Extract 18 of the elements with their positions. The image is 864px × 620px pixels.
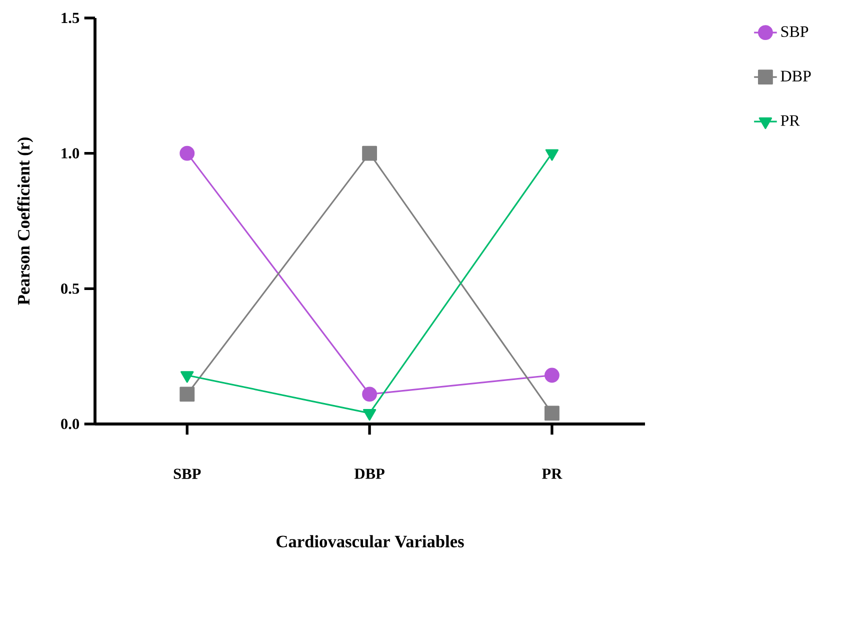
point	[544, 368, 560, 383]
y-axis-title: Pearson Coefficient (r)	[17, 138, 34, 305]
point	[180, 386, 195, 402]
y-tick-label: 1.5	[62, 12, 80, 24]
x-axis-title: Cardiovascular Variables	[276, 535, 464, 548]
legend-label: PR	[780, 115, 800, 126]
legend-label: DBP	[780, 70, 811, 82]
point	[362, 386, 378, 402]
legend-label: SBP	[781, 26, 808, 37]
y-tick-label: 1.0	[62, 148, 80, 159]
y-tick-label: 0.5	[61, 283, 80, 294]
x-tick-label: PR	[542, 468, 562, 479]
point	[362, 146, 378, 161]
x-tick-label: SBP	[174, 468, 201, 479]
y-tick-label: 0.0	[61, 418, 80, 430]
x-tick-label: DBP	[354, 468, 384, 479]
point	[180, 146, 195, 161]
point	[544, 406, 560, 421]
